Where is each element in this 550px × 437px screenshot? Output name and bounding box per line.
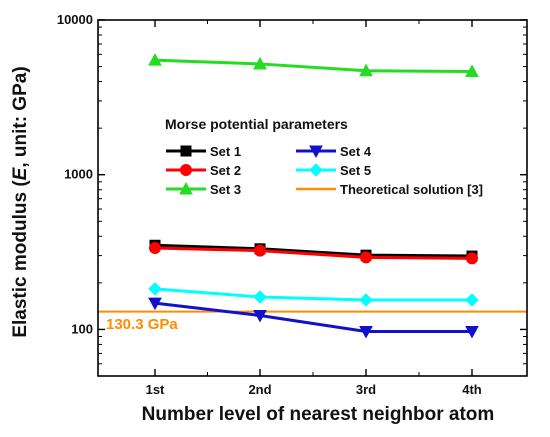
series-set-5	[148, 282, 479, 307]
legend-items: Set 1 Set 4 Set 2 Set 5 Set 3 Theoretical sol…	[166, 144, 483, 197]
legend-item-set-4: Set 4	[296, 144, 372, 159]
data-point	[253, 290, 267, 304]
series-layer	[148, 53, 479, 339]
legend-swatch-marker	[309, 163, 323, 177]
series-line	[154, 243, 473, 258]
legend-item-set-2: Set 2	[166, 163, 241, 178]
data-point	[465, 325, 479, 339]
legend: Morse potential parameters Set 1 Set 4Set…	[165, 116, 483, 197]
legend-swatch-marker	[309, 145, 323, 159]
legend-swatch-marker	[179, 181, 193, 195]
data-point	[359, 325, 373, 339]
y-axis-title-variable: E	[10, 166, 31, 180]
data-point	[148, 282, 162, 296]
legend-label: Set 5	[340, 163, 371, 178]
data-point	[149, 241, 161, 254]
x-axis-ticks: 1st 2nd 3rd 4th	[146, 20, 482, 397]
x-tick-label: 3rd	[356, 382, 376, 397]
legend-label: Theoretical solution [3]	[340, 182, 483, 197]
legend-label: Set 1	[210, 144, 241, 159]
y-tick-label: 100	[71, 321, 93, 336]
y-tick-label: 10000	[57, 12, 93, 27]
legend-swatch-marker	[180, 164, 192, 176]
series-line	[154, 246, 473, 260]
data-point	[359, 293, 373, 307]
legend-item-set-5: Set 5	[296, 163, 371, 178]
y-axis-title-prefix: Elastic modulus (	[10, 180, 31, 338]
y-axis-title: Elastic modulus (E, unit: GPa)	[10, 66, 31, 337]
series-set-4	[148, 297, 479, 339]
x-axis-title: Number level of nearest neighbor atom	[142, 404, 495, 425]
y-tick-label: 1000	[64, 167, 93, 182]
y-axis-title-suffix: , unit: GPa)	[10, 66, 31, 167]
data-point	[253, 56, 267, 70]
legend-swatch-marker	[180, 145, 192, 157]
data-point	[465, 293, 479, 307]
legend-label: Set 4	[340, 144, 372, 159]
legend-label: Set 2	[210, 163, 241, 178]
series-line	[154, 58, 473, 73]
x-tick-label: 2nd	[248, 382, 271, 397]
data-point	[465, 64, 479, 77]
x-tick-label: 1st	[146, 382, 165, 397]
data-point	[254, 244, 266, 257]
data-point	[148, 53, 162, 66]
data-point	[360, 251, 372, 264]
legend-item-set-3: Set 3	[166, 181, 241, 197]
plot-frame	[97, 19, 528, 377]
legend-item-theoretical-solution: Theoretical solution [3]	[296, 182, 483, 197]
data-point	[466, 252, 478, 265]
series-set-2	[149, 241, 478, 265]
legend-title: Morse potential parameters	[165, 116, 348, 132]
series-set-3	[148, 53, 479, 77]
data-point	[148, 297, 162, 311]
data-point	[359, 63, 373, 77]
series-line	[154, 287, 472, 302]
legend-item-set-1: Set 1	[166, 144, 241, 159]
data-point	[253, 310, 267, 323]
series-line	[154, 301, 472, 333]
legend-label: Set 3	[210, 182, 241, 197]
reference-value-label: 130.3 GPa	[106, 316, 178, 333]
x-tick-label: 4th	[462, 382, 482, 397]
